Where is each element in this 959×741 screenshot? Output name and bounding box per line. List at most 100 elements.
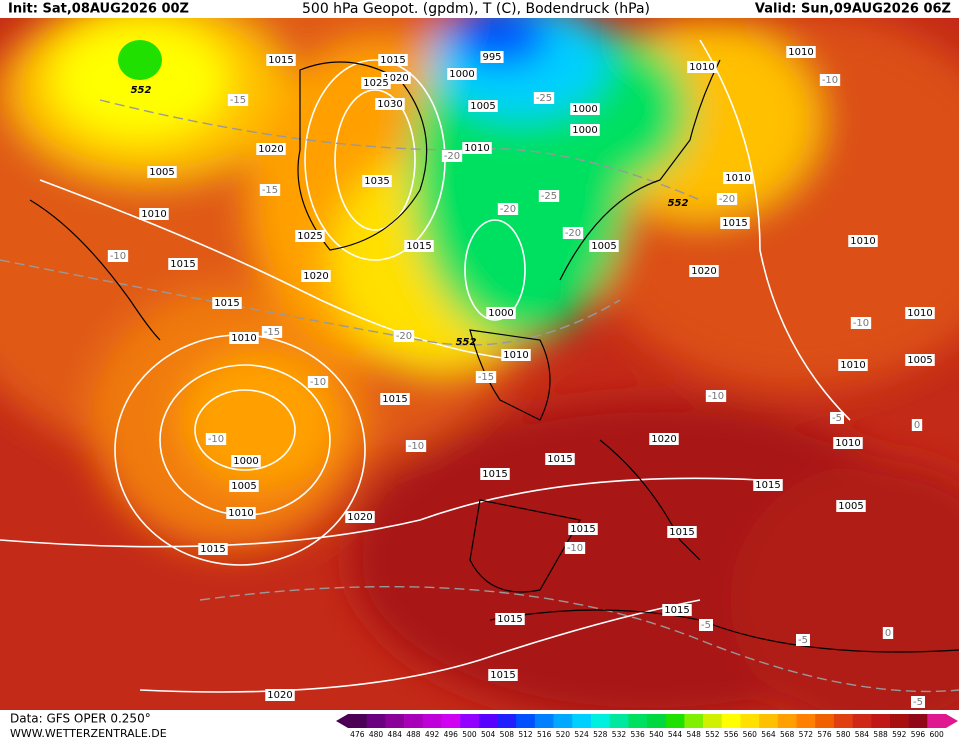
temperature-label-box <box>441 150 463 162</box>
colorbar-cell <box>777 714 797 728</box>
pressure-label: 1010 <box>850 236 875 247</box>
pressure-label-box <box>753 479 783 491</box>
pressure-label-box <box>380 393 410 405</box>
pressure-label: 1015 <box>490 670 515 681</box>
temperature-label: -5 <box>701 620 711 631</box>
temperature-label: -5 <box>832 413 842 424</box>
colorbar-cell <box>833 714 853 728</box>
colorbar-label: 556 <box>724 730 739 739</box>
pressure-label-box <box>689 265 719 277</box>
pressure-label: 1010 <box>907 308 932 319</box>
colorbar-label: 476 <box>350 730 365 739</box>
temperature-label: -15 <box>230 95 246 106</box>
temperature-label-box <box>850 317 872 329</box>
pressure-label-box <box>256 143 286 155</box>
height-label: 552 <box>456 337 477 348</box>
pressure-label-box <box>486 307 516 319</box>
colorbar-label: 516 <box>537 730 552 739</box>
temperature-label: -25 <box>536 93 552 104</box>
colorbar-label: 504 <box>481 730 496 739</box>
temperature-label-box <box>307 376 329 388</box>
colorbar-cell <box>815 714 835 728</box>
colorbar-cell <box>366 714 386 728</box>
pressure-label: 1005 <box>907 355 932 366</box>
pressure-label-box <box>589 240 619 252</box>
temperature-label: -20 <box>719 194 735 205</box>
temperature-label: -5 <box>913 697 923 708</box>
colorbar-label: 592 <box>892 730 907 739</box>
colorbar-label: 540 <box>649 730 664 739</box>
pressure-label-box <box>720 217 750 229</box>
colorbar-cell <box>927 714 947 728</box>
pressure-label: 1030 <box>377 99 402 110</box>
temperature-label: -10 <box>567 543 583 554</box>
pressure-label-box <box>649 433 679 445</box>
pressure-label-box <box>266 54 296 66</box>
temperature-label-box <box>393 330 415 342</box>
colorbar-label: 552 <box>705 730 720 739</box>
colorbar-label: 596 <box>911 730 926 739</box>
pressure-label: 1020 <box>651 434 676 445</box>
init-time: Init: Sat,08AUG2026 00Z <box>8 2 189 17</box>
temperature-label-box <box>699 619 713 631</box>
pressure-label-box <box>501 349 531 361</box>
colorbar-label: 492 <box>425 730 440 739</box>
colorbar-cell <box>516 714 536 728</box>
temperature-label: -10 <box>208 434 224 445</box>
pressure-label-box <box>375 98 405 110</box>
temperature-label-box <box>564 542 586 554</box>
temperature-label-box <box>716 193 738 205</box>
pressure-label-box <box>905 354 935 366</box>
colorbar-label: 512 <box>518 730 533 739</box>
temperature-label: -15 <box>264 327 280 338</box>
pressure-label: 1020 <box>267 690 292 701</box>
colorbar-cell <box>553 714 573 728</box>
colorbar-label: 544 <box>668 730 683 739</box>
pressure-label-box <box>301 270 331 282</box>
temperature-label: 0 <box>914 420 920 431</box>
colorbar-label: 496 <box>444 730 459 739</box>
pressure-label: 1010 <box>228 508 253 519</box>
temperature-label-box <box>205 433 227 445</box>
colorbar-cell <box>684 714 704 728</box>
pressure-label: 1010 <box>689 62 714 73</box>
pressure-label: 1015 <box>669 527 694 538</box>
colorbar-label: 500 <box>462 730 477 739</box>
pressure-label: 1020 <box>691 266 716 277</box>
colorbar-label: 572 <box>799 730 814 739</box>
colorbar-cell <box>385 714 405 728</box>
temperature-label-box <box>497 203 519 215</box>
pressure-label-box <box>378 54 408 66</box>
pressure-label: 1035 <box>364 176 389 187</box>
pressure-label-box <box>667 526 697 538</box>
temperature-label: -5 <box>798 635 808 646</box>
pressure-label-box <box>168 258 198 270</box>
pressure-label: 1000 <box>572 104 597 115</box>
colorbar-cell <box>628 714 648 728</box>
temperature-label: -15 <box>262 185 278 196</box>
temperature-label: -10 <box>310 377 326 388</box>
temperature-label: -10 <box>822 75 838 86</box>
pressure-label-box <box>905 307 935 319</box>
pressure-label-box <box>447 68 477 80</box>
colorbar-cell <box>852 714 872 728</box>
temperature-label: -20 <box>565 228 581 239</box>
colorbar-cell <box>590 714 610 728</box>
pressure-label: 1005 <box>231 481 256 492</box>
temperature-label-box <box>259 184 281 196</box>
height-label: 552 <box>131 85 152 96</box>
colorbar-cell <box>572 714 592 728</box>
temperature-label: -10 <box>408 441 424 452</box>
colorbar-cell <box>889 714 909 728</box>
pressure-label-box <box>139 208 169 220</box>
colorbar-cell <box>908 714 928 728</box>
data-source: Data: GFS OPER 0.250° <box>10 712 151 726</box>
temperature-label-box <box>227 94 249 106</box>
colorbar-cell <box>740 714 760 728</box>
colorbar-label: 568 <box>780 730 795 739</box>
pressure-label-box <box>265 689 295 701</box>
colorbar-cell <box>871 714 891 728</box>
temperature-label: -20 <box>444 151 460 162</box>
colorbar-label: 524 <box>574 730 589 739</box>
